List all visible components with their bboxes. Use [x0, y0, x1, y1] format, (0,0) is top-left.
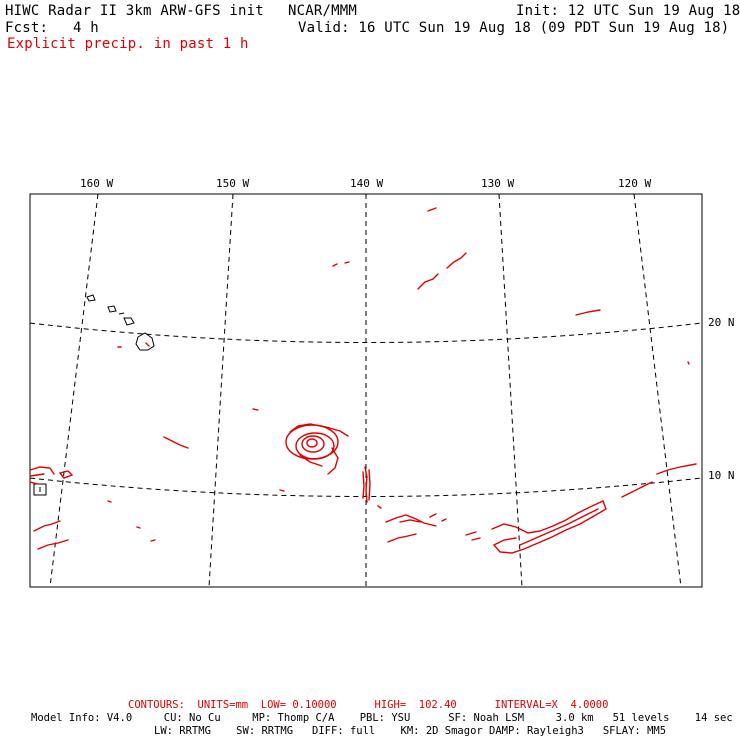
model-info-line1: Model Info: V4.0 CU: No Cu MP: Thomp C/A…: [31, 712, 733, 724]
precip-streak-north-4: [332, 261, 350, 267]
model-info-line2: LW: RRTMG SW: RRTMG DIFF: full KM: 2D Sm…: [154, 725, 667, 737]
forecast-label: Fcst:: [5, 20, 49, 36]
precip-dot-central: [252, 408, 259, 411]
precip-streak-sw-1: [33, 520, 61, 532]
precip-band-se-inner: [519, 508, 599, 546]
precip-band-140w: [362, 466, 371, 503]
precip-cluster-south-1: [385, 514, 437, 527]
meridian-120w: [633, 193, 682, 588]
kauai-coast: [86, 294, 96, 302]
hurricane-precip: [285, 423, 349, 475]
precip-hawaii: [117, 342, 150, 348]
precip-features: [29, 207, 697, 554]
contour-info: CONTOURS: UNITS=mm LOW= 0.10000 HIGH= 10…: [128, 699, 609, 711]
lat-label-20n: 20 N: [708, 316, 735, 329]
init-time: Init: 12 UTC Sun 19 Aug 18: [516, 3, 740, 19]
lat-label-10n: 10 N: [708, 469, 735, 482]
lon-label-140w: 140 W: [350, 177, 383, 190]
precip-cluster-west: [29, 466, 74, 485]
precip-streak-north-2: [417, 273, 439, 290]
oahu-coast: [107, 305, 117, 313]
precip-band-se: [491, 500, 607, 554]
lon-label-130w: 130 W: [481, 177, 514, 190]
coastlines: [33, 294, 155, 496]
lon-label-160w: 160 W: [80, 177, 113, 190]
parallel-20n: [29, 322, 703, 343]
field-description: Explicit precip. in past 1 h: [7, 36, 249, 52]
lon-label-120w: 120 W: [618, 177, 651, 190]
precip-dot-mid: [279, 489, 382, 509]
precip-streak-ne-1: [621, 481, 653, 498]
precip-streak-sw-2: [37, 539, 69, 550]
meridian-160w: [49, 193, 99, 588]
valid-time: Valid: 16 UTC Sun 19 Aug 18 (09 PDT Sun …: [298, 20, 730, 36]
precip-streak-north-1: [427, 207, 437, 212]
hawaii-island-coast: [135, 332, 155, 351]
meridian-130w: [498, 193, 523, 588]
precip-streak-north-3: [446, 252, 467, 269]
meridian-150w: [208, 193, 234, 588]
precip-dot-south: [429, 513, 447, 522]
graticule: [29, 193, 703, 588]
molokai-coast: [118, 312, 125, 315]
precip-streak-ne-2: [656, 463, 697, 475]
precip-streak-se-west: [465, 531, 481, 541]
organization-label: NCAR/MMM: [288, 3, 358, 19]
maui-coast: [123, 317, 135, 326]
precip-dot-east: [687, 361, 690, 365]
precip-dot-sw: [107, 500, 156, 542]
precip-streak-east-1: [575, 309, 601, 316]
forecast-hour: 4 h: [73, 20, 99, 36]
precip-cluster-south-2: [387, 533, 417, 543]
station-box-west: [33, 483, 47, 496]
lon-label-150w: 150 W: [216, 177, 249, 190]
precip-band-central-west: [163, 436, 189, 449]
product-title: HIWC Radar II 3km ARW-GFS init: [5, 3, 264, 19]
